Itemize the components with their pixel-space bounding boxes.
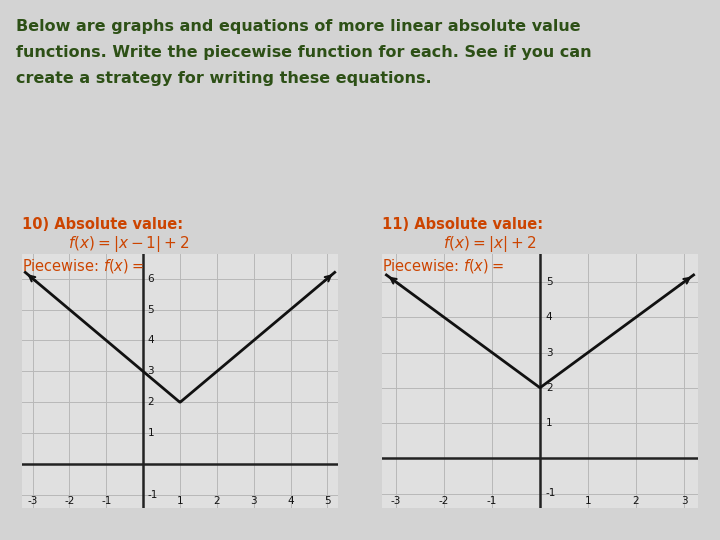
Text: 1: 1 [176,496,184,506]
Text: -1: -1 [101,496,112,506]
Text: 1: 1 [148,428,154,438]
Text: 10) Absolute value:: 10) Absolute value: [22,217,183,232]
Text: 3: 3 [546,348,552,357]
Text: 2: 2 [633,496,639,506]
Text: -1: -1 [148,490,158,500]
Text: 6: 6 [148,274,154,284]
Text: -1: -1 [487,496,498,506]
Text: 11) Absolute value:: 11) Absolute value: [382,217,543,232]
Text: -1: -1 [546,489,556,498]
Text: 3: 3 [148,367,154,376]
Text: 1: 1 [585,496,591,506]
Text: 4: 4 [546,312,552,322]
Text: functions. Write the piecewise function for each. See if you can: functions. Write the piecewise function … [16,45,591,60]
Text: 3: 3 [251,496,257,506]
Text: Piecewise: $f(x) =$: Piecewise: $f(x) =$ [382,258,503,275]
Text: 1: 1 [546,418,552,428]
Text: Piecewise: $f(x) =$: Piecewise: $f(x) =$ [22,258,143,275]
Text: 5: 5 [546,277,552,287]
Text: 2: 2 [148,397,154,407]
Text: 4: 4 [148,335,154,346]
Text: -2: -2 [64,496,75,506]
Text: 2: 2 [546,383,552,393]
Text: -3: -3 [27,496,38,506]
Text: 2: 2 [214,496,220,506]
Text: create a strategy for writing these equations.: create a strategy for writing these equa… [16,71,431,86]
Text: $f(x) = |x-1|+2$: $f(x) = |x-1|+2$ [68,234,190,254]
Text: 5: 5 [324,496,330,506]
Text: 4: 4 [287,496,294,506]
Text: Below are graphs and equations of more linear absolute value: Below are graphs and equations of more l… [16,19,580,34]
Text: 5: 5 [148,305,154,314]
Text: $f(x) = |x|+2$: $f(x) = |x|+2$ [443,234,536,254]
Text: -2: -2 [438,496,449,506]
Text: 3: 3 [680,496,688,506]
Text: -3: -3 [391,496,401,506]
